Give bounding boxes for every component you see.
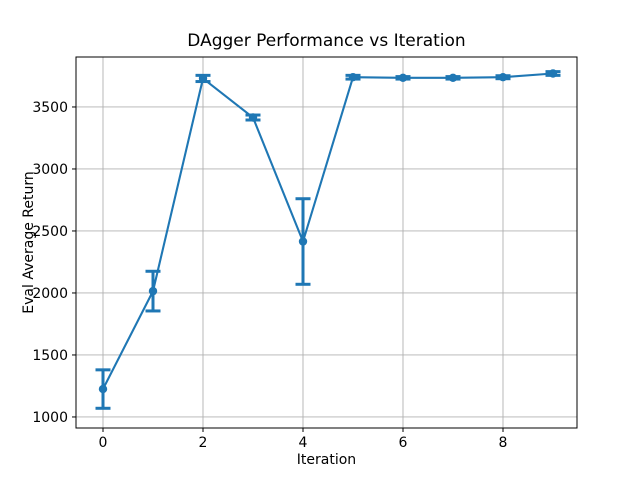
y-tick-label: 2000 (32, 286, 68, 302)
x-tick-label: 4 (299, 435, 308, 451)
x-tick-label: 2 (199, 435, 208, 451)
y-axis-label: Eval Average Return (21, 171, 37, 313)
data-point-marker (198, 74, 208, 83)
x-tick-label: 0 (99, 435, 108, 451)
y-tick-label: 2500 (32, 224, 68, 240)
data-point-marker (248, 113, 258, 122)
data-point-marker (148, 286, 158, 296)
x-tick-label: 8 (499, 435, 508, 451)
series-layer (95, 69, 561, 410)
chart-title: DAgger Performance vs Iteration (187, 31, 465, 51)
axes-layer (72, 56, 578, 432)
data-point-marker (98, 384, 108, 394)
tick-label-layer: 0 2 4 6 8 1000 1500 2000 2500 3000 3500 (32, 100, 507, 451)
x-axis-label: Iteration (297, 452, 356, 468)
data-point-marker (498, 73, 508, 82)
plot-border (75, 56, 578, 429)
y-tick-label: 3500 (32, 100, 68, 116)
y-tick-label: 1000 (32, 410, 68, 426)
y-tick-label: 3000 (32, 162, 68, 178)
data-point-marker (548, 69, 558, 78)
y-tick-label: 1500 (32, 348, 68, 364)
data-point-marker (348, 73, 358, 82)
data-point-marker (448, 73, 458, 83)
series-line (102, 72, 554, 390)
data-point-marker (398, 73, 408, 83)
x-tick-label: 6 (399, 435, 408, 451)
data-point-marker (298, 237, 308, 246)
grid-layer (76, 57, 577, 428)
